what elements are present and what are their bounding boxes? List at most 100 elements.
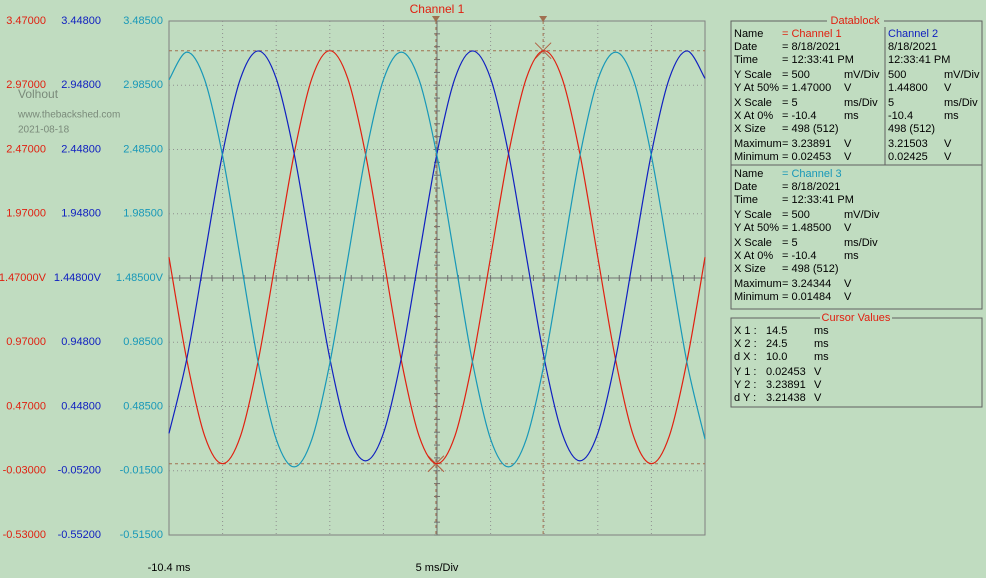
y-tick-label: 2.98500 (123, 79, 163, 91)
row-value: = -10.4 (782, 250, 817, 262)
row-label: Y At 50% (734, 82, 779, 94)
row-unit: ms (944, 110, 959, 122)
row-value: -10.4 (888, 110, 913, 122)
row-value: = 5 (782, 97, 798, 109)
cursor-value: 14.5 (766, 325, 787, 337)
series-line (168, 50, 706, 462)
cursor-marker (539, 16, 548, 22)
series-line (168, 50, 706, 465)
title-gap (827, 15, 884, 27)
y-tick-label: 0.97000 (6, 336, 46, 348)
row-value: = 0.02453 (782, 151, 831, 163)
title-gap (820, 312, 892, 324)
y-tick-label: 1.44800V (54, 272, 102, 284)
row-label: X At 0% (734, 250, 773, 262)
row-unit: V (944, 82, 952, 94)
cursor-value: 24.5 (766, 338, 787, 350)
row-value: = -10.4 (782, 110, 817, 122)
row-label: X At 0% (734, 110, 773, 122)
row-label: Y Scale (734, 69, 772, 81)
row-label: Y Scale (734, 209, 772, 221)
datablock-title: Datablock (831, 15, 880, 27)
y-tick-label: 1.48500V (116, 272, 164, 284)
y-tick-label: -0.51500 (120, 529, 163, 541)
row-unit: V (944, 138, 952, 150)
y-tick-label: 0.44800 (61, 400, 101, 412)
row-label: Name (734, 28, 763, 40)
row-value: = 500 (782, 69, 810, 81)
cursor-title: Cursor Values (822, 312, 891, 324)
cursor-value: 10.0 (766, 351, 787, 363)
row-label: Maximum (734, 138, 782, 150)
row-value: 0.02425 (888, 151, 928, 163)
cursor-value: 3.23891 (766, 379, 806, 391)
row-value: = 498 (512) (782, 123, 839, 135)
row-value: = 12:33:41 PM (782, 54, 854, 66)
row-unit: ms (844, 250, 859, 262)
y-tick-label: -0.55200 (58, 529, 101, 541)
y-tick-label: 1.97000 (6, 208, 46, 220)
row-unit: ms/Div (944, 97, 978, 109)
y-tick-label: 0.98500 (123, 336, 163, 348)
y-tick-label: 0.48500 (123, 400, 163, 412)
cursor-label: Y 2 : (734, 379, 756, 391)
cursor-label: X 1 : (734, 325, 757, 337)
y-tick-label: -0.05200 (58, 465, 101, 477)
row-value: = 0.01484 (782, 291, 831, 303)
row-label: Time (734, 54, 758, 66)
y-tick-label: 0.94800 (61, 336, 101, 348)
y-tick-label: 3.48500 (123, 15, 163, 27)
series-line (168, 51, 706, 468)
row-unit: V (944, 151, 952, 163)
row-value: = 8/18/2021 (782, 41, 840, 53)
row-label: Y At 50% (734, 222, 779, 234)
row-value: 498 (512) (888, 123, 935, 135)
cursor-label: d X : (734, 351, 757, 363)
cursor-unit: ms (814, 351, 829, 363)
x-axis-label: 5 ms/Div (416, 562, 459, 574)
y-tick-label: 2.94800 (61, 79, 101, 91)
row-value: = Channel 1 (782, 28, 842, 40)
row-unit: mV/Div (844, 209, 880, 221)
row-unit: V (844, 278, 852, 290)
watermark: 2021-08-18 (18, 125, 70, 136)
row-unit: mV/Div (844, 69, 880, 81)
cursor-label: Y 1 : (734, 366, 756, 378)
row-unit: V (844, 291, 852, 303)
y-tick-label: 0.47000 (6, 400, 46, 412)
row-unit: ms (844, 110, 859, 122)
row-unit: ms/Div (844, 237, 878, 249)
cursor-label: d Y : (734, 392, 756, 404)
row-label: Minimum (734, 151, 779, 163)
row-value: = 3.24344 (782, 278, 831, 290)
row-label: Date (734, 41, 757, 53)
row-value: = 12:33:41 PM (782, 194, 854, 206)
row-unit: V (844, 138, 852, 150)
cursor-value: 0.02453 (766, 366, 806, 378)
row-value: = Channel 3 (782, 168, 842, 180)
y-tick-label: 3.44800 (61, 15, 101, 27)
row-unit: V (844, 222, 852, 234)
row-label: X Size (734, 263, 766, 275)
row-unit: ms/Div (844, 97, 878, 109)
row-label: Date (734, 181, 757, 193)
row-label: X Scale (734, 97, 772, 109)
y-tick-label: 1.98500 (123, 208, 163, 220)
y-tick-label: 1.94800 (61, 208, 101, 220)
y-tick-label: 1.47000V (0, 272, 47, 284)
row-unit: mV/Div (944, 69, 980, 81)
row-value: = 500 (782, 209, 810, 221)
row-label: X Scale (734, 237, 772, 249)
row-label: Minimum (734, 291, 779, 303)
cursor-label: X 2 : (734, 338, 757, 350)
row-value: = 3.23891 (782, 138, 831, 150)
y-tick-label: 2.44800 (61, 143, 101, 155)
row-value: 8/18/2021 (888, 41, 937, 53)
row-unit: V (844, 151, 852, 163)
row-value: 12:33:41 PM (888, 54, 950, 66)
row-value: = 498 (512) (782, 263, 839, 275)
row-value: = 5 (782, 237, 798, 249)
cursor-unit: V (814, 392, 822, 404)
y-tick-label: 2.97000 (6, 79, 46, 91)
